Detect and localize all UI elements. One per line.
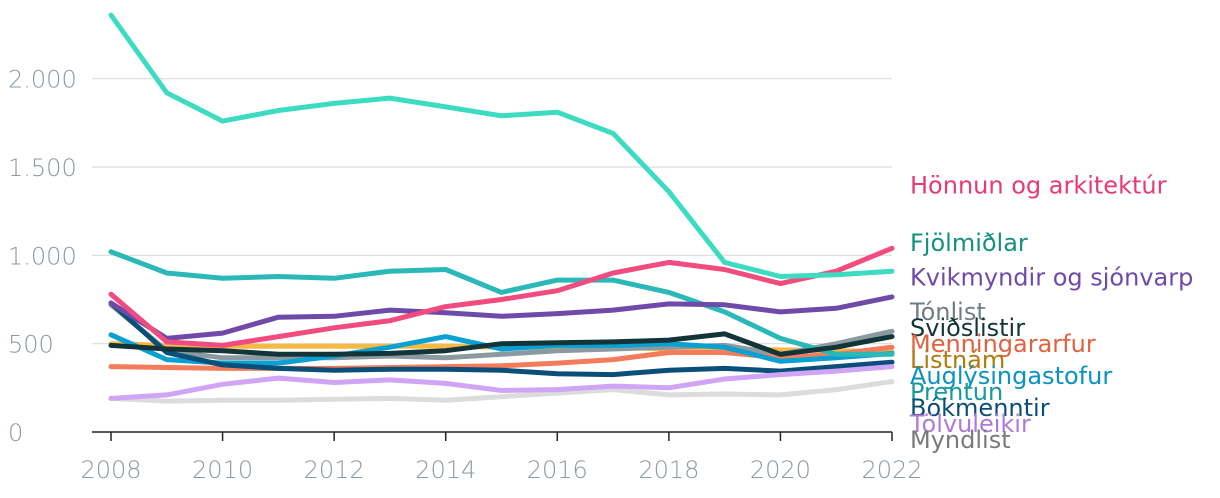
series-label-myndlist: Myndlist [910,426,1011,454]
series-layer [108,12,895,404]
x-tick-label: 2012 [304,456,365,484]
y-tick-label: 500 [8,331,54,359]
y-tick-label: 1.500 [8,154,77,182]
series-label-prentun: Prentun [910,378,1003,406]
series-label-menningararfur: Menningararfur [910,330,1096,358]
series-label-b-kmenntir: Bókmenntir [910,394,1050,422]
series-label-kvikmyndir-og-sj-nvarp: Kvikmyndir og sjónvarp [910,264,1193,292]
series-label-svi-slistir: Sviðslistir [910,314,1025,342]
series-label-augl-singastofur: Auglýsingastofur [910,362,1112,390]
series-line-svi-slistir [108,331,895,357]
y-tick-label: 2.000 [8,66,77,94]
series-line-augl-singastofur [108,332,895,366]
axis-layer: 0 500 1.000 1.500 2.000 2008 2010 2012 2014 2016 2… [8,66,923,484]
x-tick-label: 2014 [415,456,476,484]
y-tick-label: 0 [8,419,23,447]
series-labels: Hönnun og arkitektúr Fjölmiðlar Kvikmyndir… [909,171,1193,454]
series-line-myndlist [108,379,895,404]
series-line-fj-lmi-lar [108,12,895,279]
x-tick-label: 2008 [80,456,141,484]
series-line-t-lvuleikir [108,364,895,401]
series-line-prentun [108,249,895,357]
series-line-b-kmenntir [108,300,895,378]
series-label-fj-lmi-lar: Fjölmiðlar [910,229,1028,257]
x-tick-label: 2010 [192,456,253,484]
series-line-kvikmyndir-og-sj-nvarp [108,294,895,341]
x-tick-label: 2016 [527,456,588,484]
x-tick-label: 2018 [638,456,699,484]
series-label-h-nnun-og-arkitekt-r: Hönnun og arkitektúr [910,171,1167,199]
x-tick-label: 2022 [861,456,922,484]
x-tick-label: 2020 [750,456,811,484]
series-line-t-nlist [108,302,895,361]
y-tick-label: 1.000 [8,242,77,270]
series-label-t-nlist: Tónlist [909,298,986,326]
series-line-h-nnun-og-arkitekt-r [108,245,895,348]
series-label-t-lvuleikir: Tölvuleikir [909,410,1031,438]
series-label-listn-m: Listnám [910,346,1005,374]
